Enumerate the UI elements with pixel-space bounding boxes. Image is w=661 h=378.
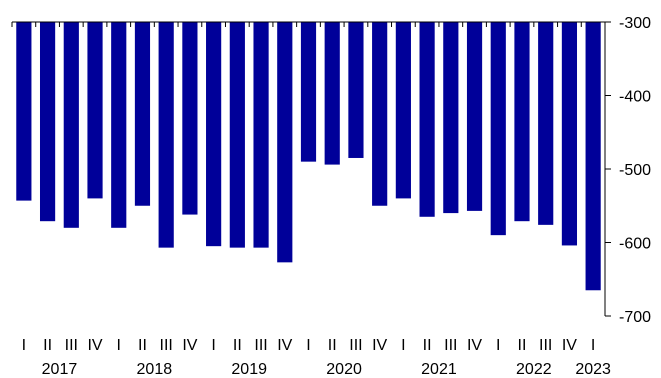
x-tick-label-quarter: III [65,337,78,354]
x-tick-label-year: 2019 [231,361,267,378]
bar-2019-q1 [206,22,222,247]
x-tick-label-quarter: IV [277,337,292,354]
x-tick-label-quarter: II [423,337,432,354]
bar-2018-q3 [158,22,174,248]
x-tick-label-quarter: II [233,337,242,354]
bar-2018-q1 [111,22,127,228]
x-tick-label-quarter: III [160,337,173,354]
bar-2021-q4 [466,22,483,211]
bar-2017-q4 [87,22,103,199]
bar-2022-q3 [538,22,554,225]
x-tick-label-quarter: IV [467,337,482,354]
bar-2019-q2 [229,22,245,248]
y-tick-label: -600 [619,236,651,253]
bar-series [16,22,601,291]
y-tick-label: -400 [619,89,651,106]
bar-2022-q1 [490,22,506,236]
x-tick-label-year: 2020 [326,361,362,378]
x-tick-label-quarter: II [138,337,147,354]
x-tick-label-year: 2023 [575,361,611,378]
x-tick-label-quarter: I [22,337,26,354]
bar-2021-q1 [395,22,411,199]
x-tick-label-quarter: II [328,337,337,354]
x-tick-label-quarter: I [306,337,310,354]
y-tick-label: -300 [619,15,651,32]
x-tick-label-year: 2017 [42,361,78,378]
x-tick-label-quarter: IV [372,337,387,354]
x-tick-label-quarter: III [349,337,362,354]
bar-2017-q1 [16,22,32,201]
x-tick-label-quarter: I [117,337,121,354]
bar-2022-q4 [561,22,578,246]
x-tick-label-quarter: I [591,337,595,354]
x-tick-label-quarter: I [401,337,405,354]
x-axis-labels: I II III IV I II III IV I II III IV I II III IV I II III IV… [22,337,611,378]
bar-2019-q3 [253,22,269,248]
bar-2018-q4 [182,22,198,215]
x-tick-label-quarter: III [539,337,552,354]
x-tick-label-quarter: I [211,337,215,354]
x-tick-label-quarter: IV [87,337,102,354]
y-tick-label: -500 [619,162,651,179]
bar-2022-q2 [514,22,530,222]
bar-2017-q3 [63,22,79,228]
bar-2018-q2 [134,22,151,206]
x-tick-label-quarter: III [254,337,267,354]
bar-2020-q4 [372,22,388,206]
x-tick-label-quarter: II [518,337,527,354]
y-tick-label: -700 [619,309,651,326]
bar-2020-q2 [324,22,340,165]
x-tick-label-year: 2021 [421,361,457,378]
bar-2019-q4 [277,22,293,263]
x-tick-label-quarter: IV [182,337,197,354]
y-axis: -300 -400 -500 -600 -700 [11,15,651,326]
x-tick-label-year: 2018 [137,361,173,378]
x-tick-label-year: 2022 [516,361,552,378]
bar-2020-q1 [300,22,317,162]
bar-2021-q3 [443,22,459,214]
x-tick-label-quarter: III [444,337,457,354]
bar-2023-q1 [585,22,601,291]
x-tick-label-quarter: I [496,337,500,354]
bar-2021-q2 [419,22,435,217]
x-tick-label-quarter: IV [562,337,577,354]
bar-2020-q3 [348,22,364,158]
bar-2017-q2 [39,22,56,222]
x-tick-label-quarter: II [43,337,52,354]
